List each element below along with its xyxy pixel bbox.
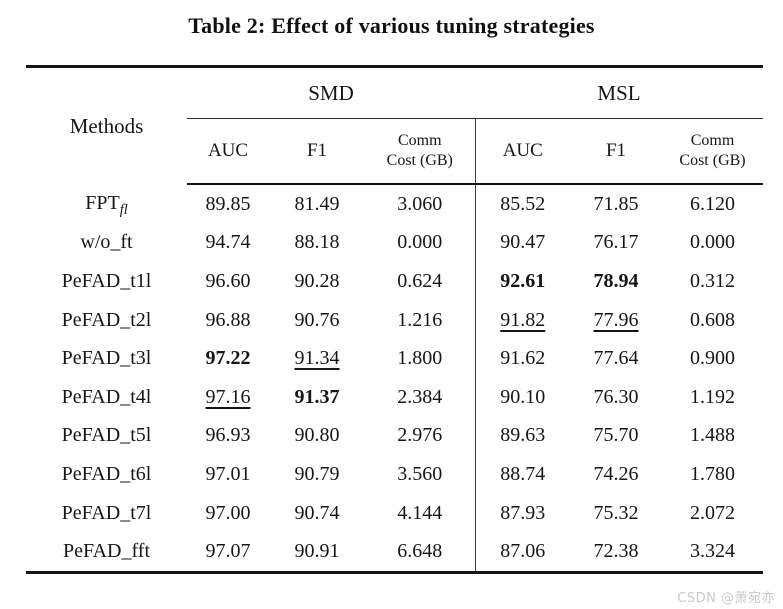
value-cell: 1.780 [690,462,736,485]
value-cell: 1.488 [690,424,736,447]
value-cell: 6.120 [690,192,736,215]
value-cell: 87.93 [474,493,571,533]
value-cell: 97.16 [205,385,251,408]
value-cell: 91.62 [474,339,571,378]
value-cell: 0.312 [690,269,736,292]
value-cell: 76.30 [593,385,639,408]
value-cell: 89.63 [474,416,571,456]
value-cell: 91.37 [294,385,340,408]
table-row: w/o_ft 94.74 88.18 0.000 90.47 76.17 0.000 [26,223,763,263]
value-cell: 97.00 [205,501,251,524]
results-table: Methods SMD MSL AUC F1 Comm Cost (GB) AU… [26,65,764,574]
col-header-msl-comm-cost: Comm Cost (GB) [662,118,764,185]
method-label: PeFAD_t4l [61,385,152,408]
watermark: CSDN @萧宛亦 [677,591,775,606]
value-cell: 1.800 [397,347,443,370]
value-cell: 3.060 [397,192,443,215]
value-cell: 71.85 [593,192,639,215]
value-cell: 2.072 [690,501,736,524]
value-cell: 88.18 [294,231,340,254]
value-cell: 91.82 [474,300,571,340]
value-cell: 87.06 [474,532,571,573]
value-cell: 90.76 [294,308,340,331]
value-cell: 78.94 [593,269,639,292]
method-label: PeFAD_t2l [61,308,152,331]
table-row: PeFAD_t7l 97.00 90.74 4.144 87.93 75.32 2.072 [26,493,763,533]
col-header-msl-f1: F1 [570,118,663,185]
method-label: PeFAD_t3l [61,347,152,370]
value-cell: 6.648 [397,540,443,563]
value-cell: 1.216 [397,308,443,331]
table-row: PeFAD_t5l 96.93 90.80 2.976 89.63 75.70 1.488 [26,416,763,456]
method-label: PeFAD_t6l [61,462,152,485]
table-header: Methods SMD MSL AUC F1 Comm Cost (GB) AU… [26,66,764,185]
value-cell: 96.88 [205,308,251,331]
value-cell: 97.22 [205,347,251,370]
col-header-methods: Methods [69,113,144,138]
value-cell: 75.32 [593,501,639,524]
method-label: FPTfl [85,192,128,219]
col-header-smd-f1: F1 [269,118,365,185]
value-cell: 3.324 [690,540,736,563]
col-header-smd-comm-cost: Comm Cost (GB) [365,118,476,185]
value-cell: 4.144 [397,501,443,524]
col-group-msl: MSL [475,66,764,119]
value-cell: 85.52 [474,184,571,224]
table-row: PeFAD_t2l 96.88 90.76 1.216 91.82 77.96 0.608 [26,300,763,340]
table-row: PeFAD_t3l 97.22 91.34 1.800 91.62 77.64 0.900 [26,339,763,378]
table-row: PeFAD_t6l 97.01 90.79 3.560 88.74 74.26 1.780 [26,455,763,494]
table-caption: Table 2: Effect of various tuning strate… [188,13,595,38]
value-cell: 88.74 [474,455,571,494]
value-cell: 72.38 [593,540,639,563]
value-cell: 90.47 [474,223,571,263]
value-cell: 90.91 [294,540,340,563]
value-cell: 0.624 [397,269,443,292]
value-cell: 2.384 [397,385,443,408]
value-cell: 77.64 [593,347,639,370]
table-row: FPTfl 89.85 81.49 3.060 85.52 71.85 6.120 [26,184,763,224]
value-cell: 96.60 [205,269,251,292]
value-cell: 2.976 [397,424,443,447]
value-cell: 97.01 [205,462,251,485]
value-cell: 92.61 [474,262,571,301]
method-label: PeFAD_t7l [61,501,152,524]
value-cell: 74.26 [593,462,639,485]
value-cell: 89.85 [205,192,251,215]
value-cell: 97.07 [205,540,251,563]
method-label: w/o_ft [80,231,133,254]
value-cell: 1.192 [690,385,736,408]
value-cell: 76.17 [593,231,639,254]
col-header-smd-auc: AUC [187,118,269,185]
table-row: PeFAD_t1l 96.60 90.28 0.624 92.61 78.94 0.312 [26,262,763,301]
value-cell: 0.000 [690,231,736,254]
table-row: PeFAD_t4l 97.16 91.37 2.384 90.10 76.30 1.192 [26,377,763,417]
method-label: PeFAD_fft [62,540,151,563]
value-cell: 90.74 [294,501,340,524]
value-cell: 0.608 [690,308,736,331]
value-cell: 0.000 [397,231,443,254]
value-cell: 77.96 [593,308,639,331]
method-label: PeFAD_t5l [61,424,152,447]
table-body: FPTfl 89.85 81.49 3.060 85.52 71.85 6.120 w/o_f… [26,184,763,573]
value-cell: 0.900 [690,347,736,370]
table-row: PeFAD_fft 97.07 90.91 6.648 87.06 72.38 3.324 [26,532,763,573]
value-cell: 90.79 [294,462,340,485]
value-cell: 3.560 [397,462,443,485]
value-cell: 94.74 [205,231,251,254]
value-cell: 90.28 [294,269,340,292]
col-group-smd: SMD [187,66,476,119]
value-cell: 81.49 [294,192,340,215]
value-cell: 90.10 [474,377,571,417]
value-cell: 91.34 [294,347,340,370]
method-label: PeFAD_t1l [61,269,152,292]
value-cell: 90.80 [294,424,340,447]
col-header-msl-auc: AUC [474,118,571,185]
value-cell: 96.93 [205,424,251,447]
value-cell: 75.70 [593,424,639,447]
